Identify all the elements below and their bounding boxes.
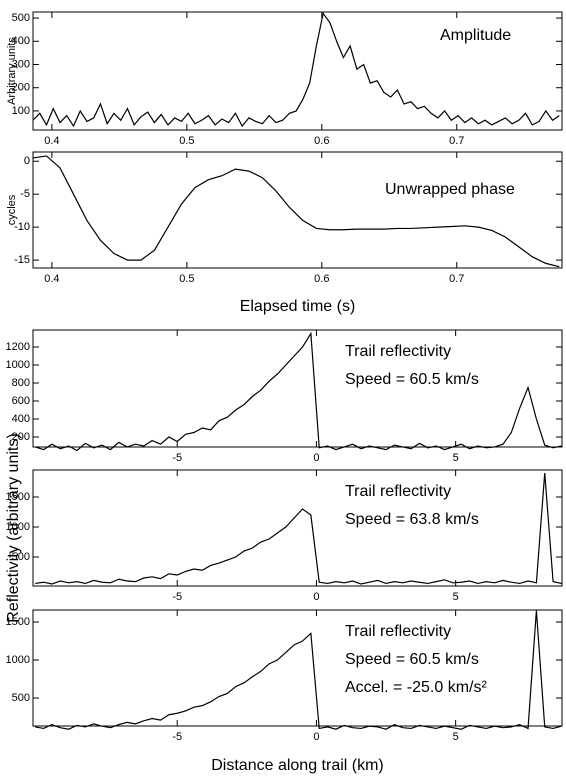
y-tick-label: 500: [12, 692, 30, 704]
y-tick-label: 400: [12, 413, 30, 425]
y-tick-label: 1500: [6, 616, 30, 628]
x-tick-label: 0: [313, 452, 319, 464]
plot-frame: [32, 11, 563, 131]
annotation: Unwrapped phase: [385, 181, 515, 198]
y-tick-label: 500: [12, 12, 30, 24]
data-line: [32, 11, 560, 128]
y-tick-label: 400: [12, 35, 30, 47]
x-tick-label: 0: [313, 591, 319, 603]
annotation: Speed = 63.8 km/s: [345, 511, 479, 528]
y-tick-label: 0: [24, 155, 30, 167]
x-tick-label: -5: [172, 591, 182, 603]
data-line: [35, 331, 562, 452]
y-tick-label: 1000: [6, 359, 30, 371]
y-tick-label: -10: [14, 221, 30, 233]
x-tick-label: -5: [172, 452, 182, 464]
x-tick-label: 0: [313, 731, 319, 743]
x-tick-label: 0.6: [314, 135, 329, 147]
y-tick-label: 800: [12, 377, 30, 389]
plot-frame: [32, 469, 563, 587]
y-tick-label: 300: [12, 58, 30, 70]
y-tick-label: 1500: [6, 491, 30, 503]
x-tick-label: 5: [453, 731, 459, 743]
data-line: [35, 472, 562, 585]
plot-frame: [32, 329, 563, 448]
y-tick-label: 600: [12, 395, 30, 407]
annotation: Accel. = -25.0 km/s²: [345, 679, 487, 696]
y-tick-label: -15: [14, 254, 30, 266]
x-tick-label: 5: [453, 591, 459, 603]
y-axis-label: cycles: [6, 194, 18, 225]
annotation: Speed = 60.5 km/s: [345, 371, 479, 388]
y-tick-label: 200: [12, 431, 30, 443]
data-line: [32, 155, 560, 268]
y-tick-label: 1000: [6, 654, 30, 666]
data-line: [35, 610, 562, 730]
x-tick-label: 5: [453, 452, 459, 464]
x-tick-label: 0.5: [179, 273, 194, 285]
x-tick-label: 0.4: [44, 135, 59, 147]
x-tick-label: 0.7: [449, 135, 464, 147]
x-tick-label: 0.5: [179, 135, 194, 147]
annotation: Trail reflectivity: [345, 483, 451, 500]
x-tick-label: -5: [172, 731, 182, 743]
y-axis-label: Reflectivity (arbitrary units): [5, 433, 22, 622]
x-axis-label: Elapsed time (s): [240, 298, 356, 315]
y-tick-label: 100: [12, 105, 30, 117]
plot-frame: [32, 609, 563, 727]
annotation: Trail reflectivity: [345, 623, 451, 640]
y-axis-label: Arbitrary units: [6, 37, 18, 105]
x-axis-label: Distance along trail (km): [211, 757, 384, 774]
x-tick-label: 0.4: [44, 273, 59, 285]
x-tick-label: 0.7: [449, 273, 464, 285]
annotation: Amplitude: [440, 27, 511, 44]
annotation: Speed = 60.5 km/s: [345, 651, 479, 668]
y-tick-label: 1000: [6, 521, 30, 533]
y-tick-label: 500: [12, 551, 30, 563]
y-tick-label: 1200: [6, 341, 30, 353]
y-tick-label: -5: [20, 188, 30, 200]
annotation: Trail reflectivity: [345, 343, 451, 360]
x-tick-label: 0.6: [314, 273, 329, 285]
plot-frame: [32, 151, 563, 269]
y-tick-label: 200: [12, 82, 30, 94]
